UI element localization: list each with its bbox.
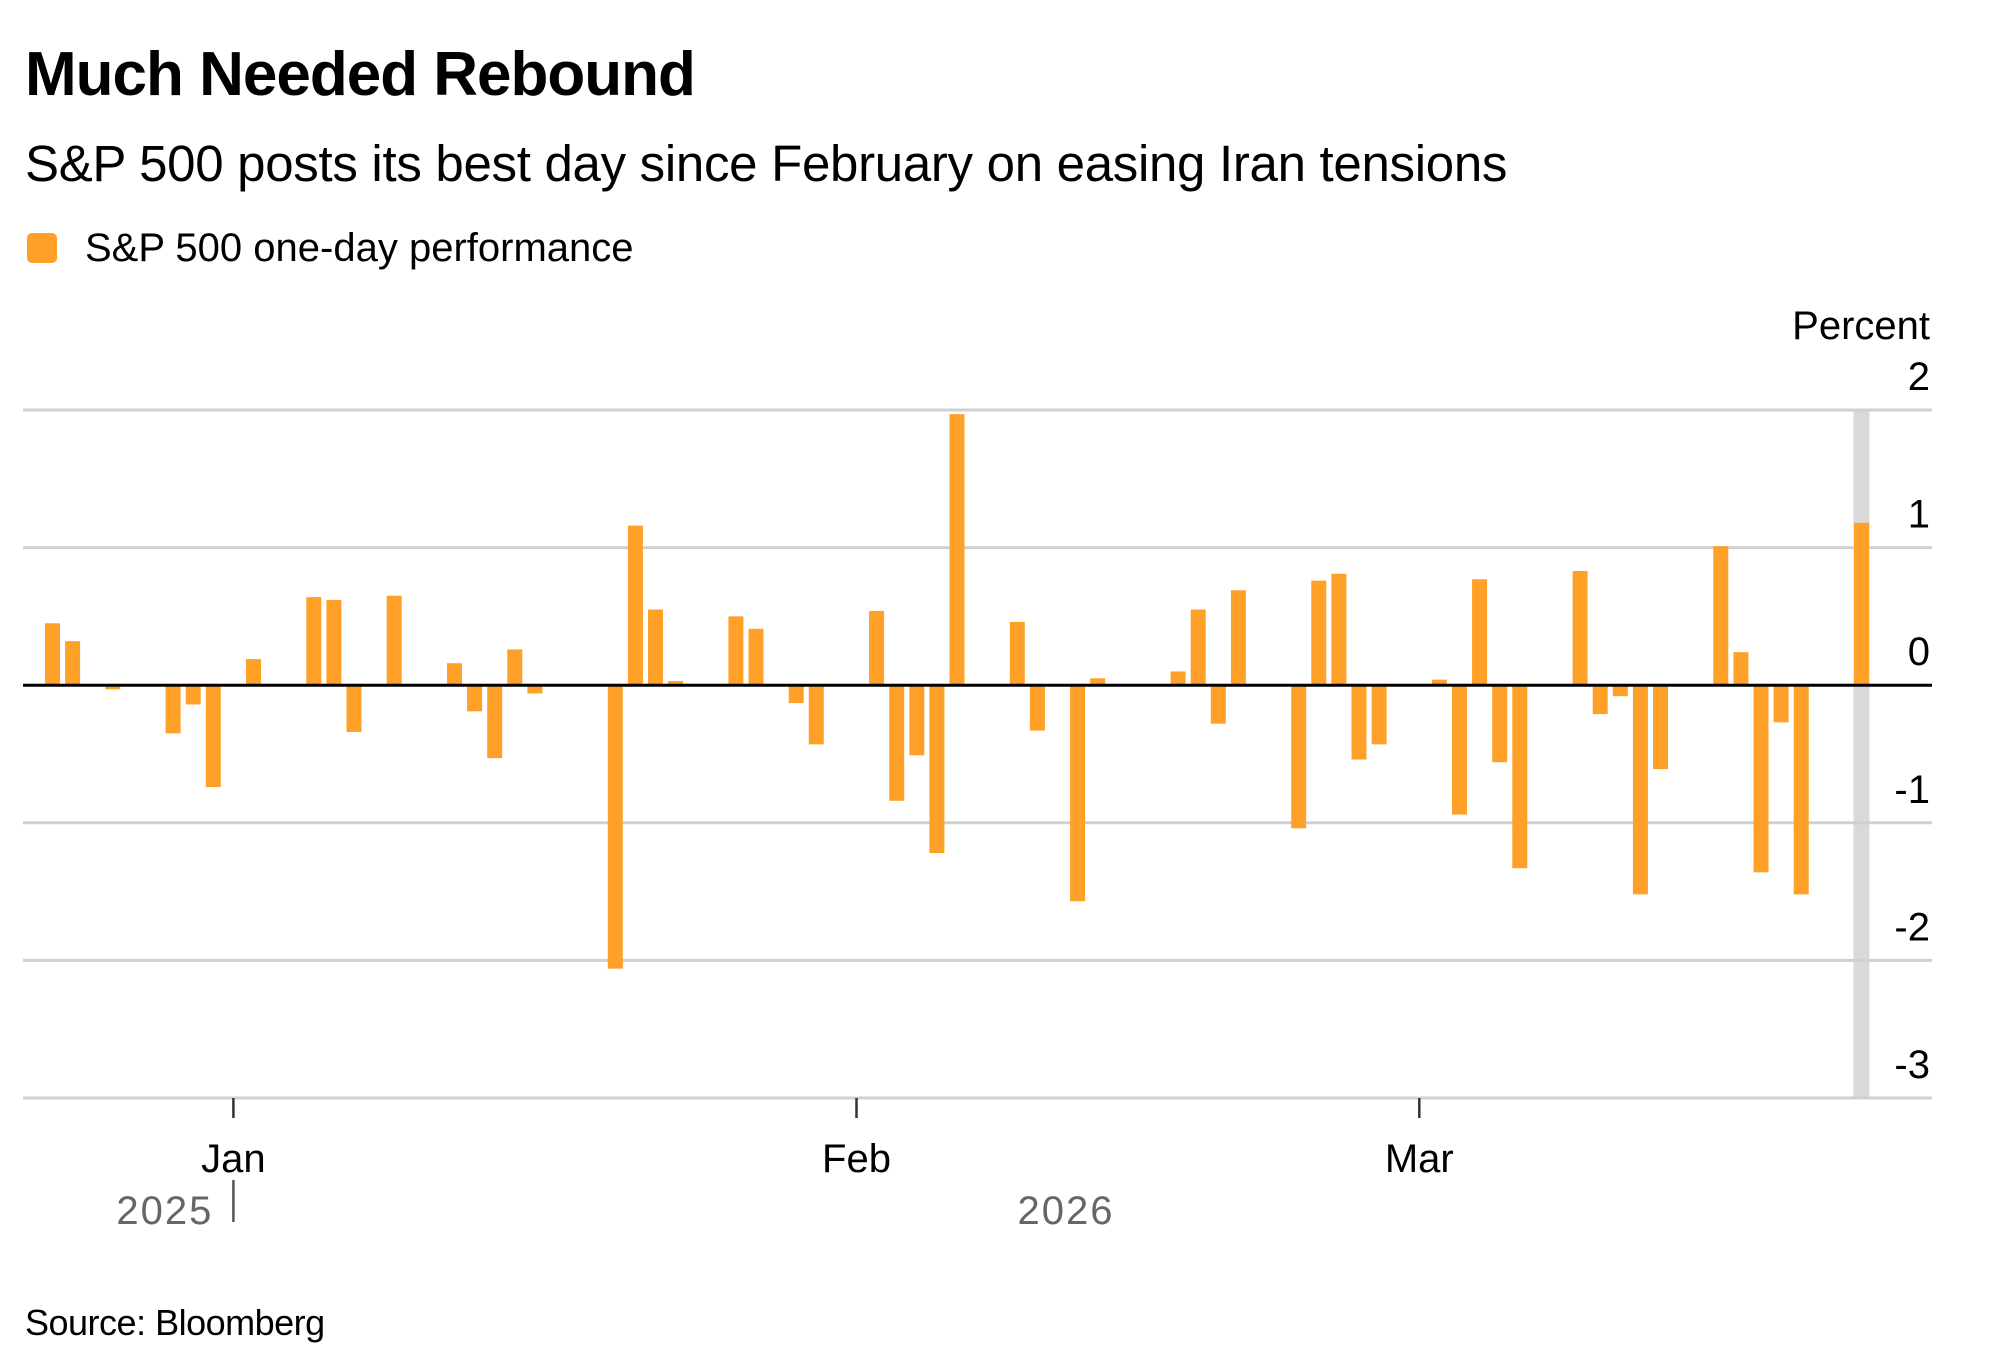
bar-2026-01-14 — [487, 685, 503, 759]
bar-2026-02-26 — [1351, 685, 1367, 760]
bar-2025-12-29 — [165, 685, 181, 734]
bar-2026-01-02 — [246, 659, 261, 686]
bar-2026-01-27 — [748, 628, 764, 686]
legend-label: S&P 500 one-day performance — [85, 226, 634, 270]
chart-subtitle: S&P 500 posts its best day since Februar… — [25, 135, 1508, 192]
y-tick-label: 1 — [1908, 493, 1930, 537]
bar-2026-02-25 — [1331, 573, 1347, 686]
y-axis-unit-label: Percent — [1792, 304, 1930, 348]
bar-2026-03-03 — [1452, 685, 1467, 815]
bar-2026-01-15 — [507, 649, 523, 686]
bar-2026-02-09 — [1009, 621, 1025, 686]
bar-2026-01-22 — [648, 609, 663, 686]
bar-2026-02-04 — [909, 685, 925, 756]
bar-2026-03-06 — [1512, 685, 1528, 869]
bar-2026-02-12 — [1070, 685, 1086, 902]
bar-2026-02-02 — [869, 610, 885, 686]
bar-2026-01-21 — [627, 525, 643, 686]
chart-title: Much Needed Rebound — [25, 40, 696, 109]
bar-2026-01-16 — [527, 685, 543, 694]
bar-2026-02-27 — [1371, 685, 1387, 745]
bar-2026-03-19 — [1773, 685, 1789, 723]
bar-2025-12-24 — [65, 641, 81, 686]
bar-2026-03-18 — [1753, 685, 1769, 873]
bar-2026-03-04 — [1472, 579, 1488, 686]
bar-2026-02-24 — [1311, 580, 1327, 686]
bar-2026-02-06 — [949, 414, 965, 686]
bar-2026-01-20 — [607, 685, 623, 969]
legend: S&P 500 one-day performance — [27, 228, 634, 268]
bar-2025-12-31 — [205, 685, 221, 788]
bar-2026-03-10 — [1592, 685, 1608, 715]
y-tick-label: -1 — [1894, 768, 1930, 812]
bar-2026-02-13 — [1090, 678, 1106, 686]
bar-2026-02-17 — [1170, 671, 1186, 686]
x-tick-label: Feb — [822, 1137, 891, 1181]
bar-2026-01-07 — [346, 685, 362, 732]
y-tick-label: 0 — [1908, 630, 1930, 674]
bar-2026-03-13 — [1653, 685, 1668, 770]
bar-2026-02-20 — [1230, 590, 1246, 686]
source-note: Source: Bloomberg — [25, 1302, 325, 1343]
bar-2026-03-09 — [1572, 570, 1588, 686]
year-label-2026: 2026 — [1018, 1189, 1115, 1233]
legend-swatch-icon — [27, 233, 57, 263]
bar-2026-03-02 — [1431, 679, 1447, 686]
bar-2026-03-05 — [1492, 685, 1508, 763]
highlight-band — [1853, 410, 1870, 1098]
year-label-2025: 2025 — [116, 1189, 213, 1233]
bar-2026-01-13 — [467, 685, 483, 712]
bar-2026-01-30 — [808, 685, 824, 745]
bar-2026-01-26 — [728, 616, 744, 686]
bar-2026-03-17 — [1733, 652, 1749, 686]
y-tick-label: -2 — [1894, 905, 1930, 949]
x-tick-label: Jan — [201, 1137, 266, 1181]
bar-2026-01-12 — [447, 663, 462, 686]
bar-2026-02-19 — [1210, 685, 1226, 724]
bar-2026-01-06 — [326, 599, 342, 686]
bar-2026-01-05 — [306, 597, 322, 686]
bar-2026-03-20 — [1793, 685, 1809, 895]
bar-2026-03-16 — [1713, 546, 1729, 686]
bar-2026-03-23 — [1854, 522, 1869, 686]
bar-2026-02-18 — [1190, 609, 1206, 686]
bar-2026-01-23 — [668, 681, 684, 686]
bar-2026-01-29 — [788, 685, 804, 704]
bar-2026-02-05 — [929, 685, 945, 854]
bar-2026-02-23 — [1291, 685, 1307, 829]
bar-2025-12-26 — [105, 685, 121, 690]
bar-2026-03-12 — [1632, 685, 1648, 895]
y-tick-label: 2 — [1908, 355, 1930, 399]
bar-2026-01-09 — [386, 595, 402, 686]
bar-2026-02-03 — [889, 685, 905, 801]
bar-2025-12-23 — [45, 623, 60, 686]
bar-2026-02-10 — [1029, 685, 1045, 731]
bar-2026-03-11 — [1612, 685, 1628, 697]
x-tick-label: Mar — [1385, 1137, 1454, 1181]
bar-2025-12-30 — [185, 685, 201, 705]
y-tick-label: -3 — [1894, 1043, 1930, 1087]
